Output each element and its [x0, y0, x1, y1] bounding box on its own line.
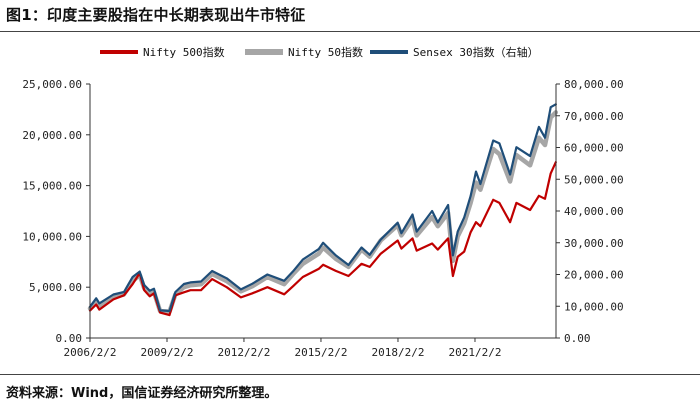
right-tick-label: 50,000.00 [564, 173, 624, 186]
series-line-0 [90, 162, 556, 315]
right-tick-label: 80,000.00 [564, 78, 624, 91]
right-tick-label: 20,000.00 [564, 269, 624, 282]
legend-label-1: Nifty 50指数 [288, 45, 363, 59]
series-line-1 [90, 112, 556, 311]
right-tick-label: 70,000.00 [564, 110, 624, 123]
x-tick-label: 2009/2/2 [141, 346, 194, 359]
x-tick-label: 2015/2/2 [294, 346, 347, 359]
x-tick-label: 2018/2/2 [371, 346, 424, 359]
legend-label-0: Nifty 500指数 [143, 45, 225, 59]
source-note: 资料来源：Wind，国信证券经济研究所整理。 [6, 382, 277, 401]
bottom-divider [0, 374, 700, 375]
right-tick-label: 60,000.00 [564, 142, 624, 155]
right-tick-label: 40,000.00 [564, 205, 624, 218]
right-tick-label: 10,000.00 [564, 300, 624, 313]
series-lines [90, 104, 556, 315]
series-line-2 [90, 104, 556, 311]
left-tick-label: 20,000.00 [22, 129, 82, 142]
axes: 0.00 5,000.00 10,000.00 15,000.00 20,000.00 2… [22, 78, 623, 359]
x-tick-label: 2021/2/2 [448, 346, 501, 359]
x-tick-label: 2006/2/2 [64, 346, 117, 359]
left-tick-label: 15,000.00 [22, 180, 82, 193]
legend-label-2: Sensex 30指数（右轴） [413, 45, 539, 59]
legend: Nifty 500指数 Nifty 50指数 Sensex 30指数（右轴） [100, 45, 539, 59]
left-tick-label: 5,000.00 [29, 281, 82, 294]
right-tick-label: 30,000.00 [564, 237, 624, 250]
left-tick-label: 10,000.00 [22, 230, 82, 243]
chart: Nifty 500指数 Nifty 50指数 Sensex 30指数（右轴） 0.0… [0, 32, 700, 374]
x-tick-label: 2012/2/2 [217, 346, 270, 359]
left-tick-label: 25,000.00 [22, 78, 82, 91]
right-tick-label: 0.00 [564, 332, 591, 345]
chart-title: 图1：印度主要股指在中长期表现出牛市特征 [6, 4, 305, 25]
left-tick-label: 0.00 [56, 332, 83, 345]
